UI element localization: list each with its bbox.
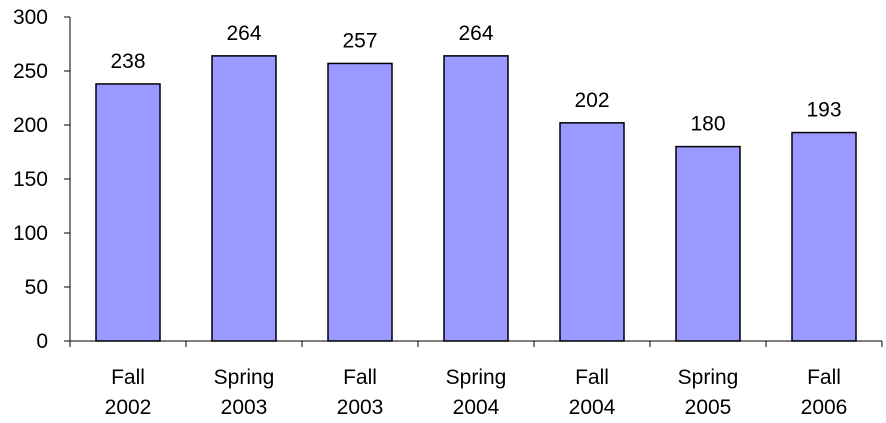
data-labels: 238 264 257 264 202 180 193 xyxy=(110,22,841,136)
category-label: 2003 xyxy=(337,396,384,419)
category-label: 2006 xyxy=(801,396,848,419)
category-label: 2005 xyxy=(685,396,732,419)
y-tick-label: 250 xyxy=(13,60,48,83)
category-label: Fall xyxy=(111,366,145,389)
category-label: 2004 xyxy=(453,396,500,419)
bar xyxy=(95,83,161,342)
data-label: 180 xyxy=(690,113,725,136)
y-tick-label: 150 xyxy=(13,168,48,191)
category-label: Fall xyxy=(343,366,377,389)
data-label: 202 xyxy=(574,89,609,112)
y-axis: 0 50 100 150 200 250 300 xyxy=(13,6,71,353)
bar xyxy=(211,55,277,342)
bar xyxy=(443,55,509,342)
data-label: 264 xyxy=(226,22,261,45)
bar xyxy=(559,122,625,342)
y-tick-label: 0 xyxy=(36,330,48,353)
category-label: Spring xyxy=(214,366,275,389)
category-label: Fall xyxy=(575,366,609,389)
category-label: 2002 xyxy=(105,396,152,419)
x-axis xyxy=(69,340,883,347)
data-label: 238 xyxy=(110,50,145,73)
y-tick-label: 200 xyxy=(13,114,48,137)
category-label: 2003 xyxy=(221,396,268,419)
data-label: 264 xyxy=(458,22,493,45)
data-label: 193 xyxy=(806,99,841,122)
category-label: Spring xyxy=(678,366,739,389)
bar xyxy=(791,131,857,342)
y-tick-label: 300 xyxy=(13,6,48,29)
category-labels: Fall 2002 Spring 2003 Fall 2003 Spring 2004 Fall… xyxy=(105,366,848,419)
category-label: Spring xyxy=(446,366,507,389)
data-label: 257 xyxy=(342,29,377,52)
y-tick-label: 50 xyxy=(25,276,48,299)
category-label: Fall xyxy=(807,366,841,389)
bar xyxy=(675,145,741,342)
bars xyxy=(95,55,857,342)
bar xyxy=(327,62,393,342)
y-tick-label: 100 xyxy=(13,222,48,245)
category-label: 2004 xyxy=(569,396,616,419)
